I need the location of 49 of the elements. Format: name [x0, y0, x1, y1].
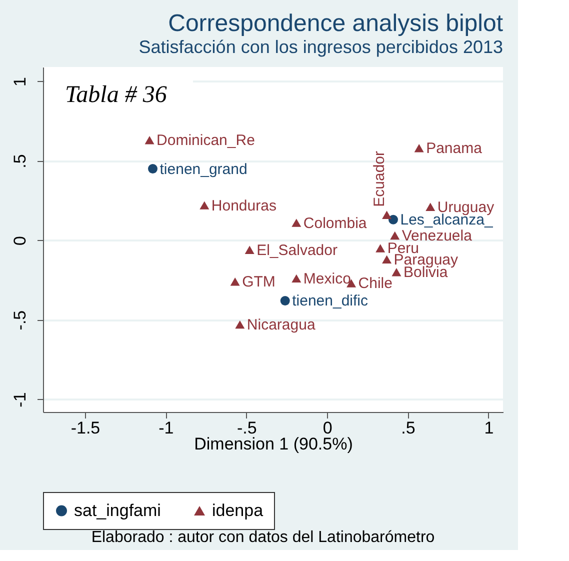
annotation: Dominican_Re — [156, 132, 255, 150]
annotation: tienen_dific — [292, 292, 368, 310]
annotation: tienen_grand — [160, 160, 248, 178]
point — [382, 210, 392, 219]
point — [382, 255, 392, 264]
point — [235, 320, 245, 329]
x-tick-label: 0 — [322, 418, 332, 438]
annotation: El_Salvador — [256, 242, 338, 259]
y-tick-label: -1 — [10, 392, 30, 408]
point — [390, 231, 400, 240]
annotation: GTM — [242, 274, 276, 291]
annotation: Tabla # 36 — [65, 82, 167, 108]
y-tick-label: -.5 — [10, 310, 30, 330]
annotation: Ecuador — [370, 150, 388, 207]
point — [426, 202, 436, 212]
chart-subtitle: Satisfacción con los ingresos percibidos 2013 — [138, 37, 503, 57]
annotation: Venezuela — [402, 228, 473, 245]
point — [144, 136, 154, 144]
x-tick-label: .5 — [401, 418, 416, 438]
text: Elaborado : autor con datos del Latinobarómetro — [91, 529, 435, 546]
point — [388, 214, 398, 224]
x-tick-label: -.5 — [236, 418, 257, 438]
point — [414, 144, 424, 152]
legend-label: idenpa — [212, 500, 264, 520]
y-tick-label: 0 — [10, 236, 30, 246]
point — [376, 244, 386, 252]
annotation: Honduras — [211, 197, 276, 214]
point — [148, 164, 158, 174]
x-tick-label: 1 — [484, 418, 494, 438]
chart-title: Correspondence analysis biplot — [168, 10, 504, 37]
x-tick-label: -1.5 — [70, 418, 100, 438]
y-tick-label: .5 — [10, 154, 30, 168]
point — [292, 274, 302, 283]
point — [292, 218, 302, 227]
annotation: Uruguay — [437, 198, 495, 216]
annotation: Mexico — [303, 270, 351, 288]
point — [200, 201, 210, 210]
annotation: Panama — [426, 140, 483, 158]
point — [280, 296, 290, 306]
x-tick-label: -1 — [158, 418, 174, 438]
x-axis-title: Dimension 1 (90.5%) — [194, 434, 353, 454]
point — [244, 246, 254, 254]
point — [230, 278, 240, 286]
annotation: Colombia — [303, 214, 368, 232]
annotation: Chile — [358, 275, 392, 292]
y-tick-label: 1 — [10, 77, 30, 87]
annotation: Nicaragua — [246, 316, 316, 334]
legend-label: sat_ingfami — [74, 500, 161, 520]
point — [392, 268, 402, 276]
